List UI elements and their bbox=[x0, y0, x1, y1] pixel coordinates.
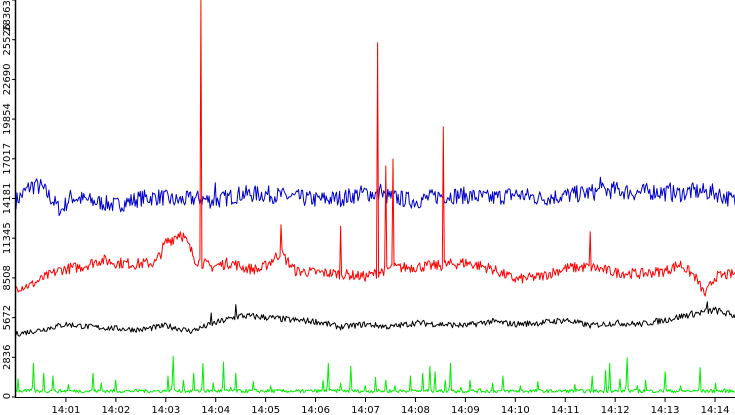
x-tick-label: 14:05 bbox=[251, 405, 280, 415]
x-tick-label: 14:08 bbox=[401, 405, 430, 415]
y-tick-label: 0 bbox=[2, 393, 13, 399]
x-tick-label: 14:02 bbox=[101, 405, 130, 415]
series-line-3 bbox=[15, 301, 735, 337]
y-tick-label: 14181 bbox=[2, 183, 13, 215]
x-tick-label: 14:13 bbox=[651, 405, 680, 415]
series-layer bbox=[15, 0, 735, 394]
y-tick-label: 8508 bbox=[2, 265, 13, 290]
x-tick-label: 14:04 bbox=[201, 405, 230, 415]
x-tick-label: 14:03 bbox=[151, 405, 180, 415]
y-tick-label: 19854 bbox=[2, 103, 13, 135]
series-line-2 bbox=[15, 0, 735, 297]
y-tick-label: 17017 bbox=[2, 143, 13, 175]
x-tick-label: 14:10 bbox=[501, 405, 530, 415]
x-tick-label: 14:06 bbox=[301, 405, 330, 415]
y-tick-label: 25526 bbox=[2, 24, 13, 56]
y-tick-label: 2836 bbox=[2, 345, 13, 370]
x-axis-ticks: 14:01 14:02 14:03 14:04 14:05 14:06 14:07 14:08… bbox=[52, 397, 730, 415]
x-tick-label: 14:11 bbox=[551, 405, 580, 415]
x-tick-label: 14:01 bbox=[52, 405, 81, 415]
y-tick-label: 22690 bbox=[2, 63, 13, 95]
y-tick-label: 5672 bbox=[2, 305, 13, 330]
series-line-1 bbox=[15, 176, 735, 217]
y-tick-label: 11345 bbox=[2, 222, 13, 254]
series-line-4 bbox=[15, 355, 735, 394]
x-tick-label: 14:12 bbox=[601, 405, 630, 415]
x-tick-label: 14:09 bbox=[451, 405, 480, 415]
x-tick-label: 14:07 bbox=[351, 405, 380, 415]
x-tick-label: 14:14 bbox=[701, 405, 730, 415]
y-axis-ticks: 0 2836 5672 8508 11345 14181 17017 19854 22690 25… bbox=[2, 0, 16, 399]
y-tick-label: 28363 bbox=[2, 0, 13, 32]
